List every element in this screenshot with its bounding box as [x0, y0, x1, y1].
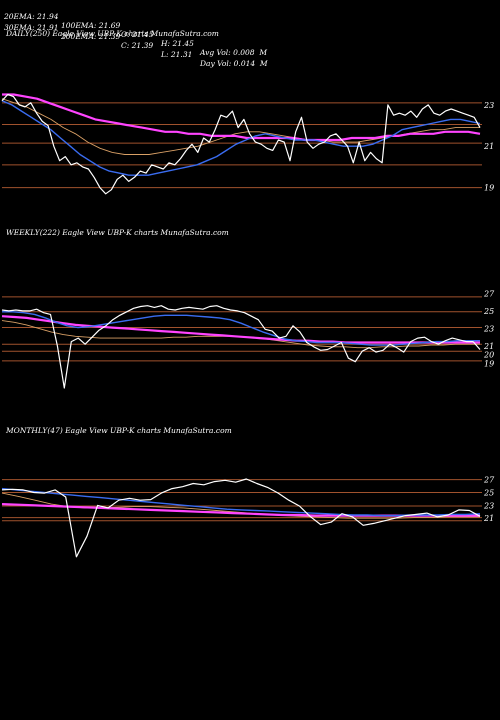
- weekly-ytick-5: 19: [484, 359, 494, 368]
- weekly-ema-short-line: [2, 311, 480, 346]
- low-stat: L: 21.31: [161, 50, 193, 59]
- ema30-stat: 30EMA: 21.91: [4, 23, 59, 32]
- daily-chart-title: DAILY(250) Eagle View UBP-K charts Munaf…: [6, 29, 219, 38]
- monthly-ytick-2: 23: [483, 501, 494, 510]
- high-stat: H: 21.45: [161, 39, 194, 48]
- day-vol-stat: Day Vol: 0.014 M: [200, 59, 268, 68]
- weekly-ytick-2: 23: [483, 324, 494, 333]
- daily-ema-mid-line: [1, 98, 480, 155]
- monthly-chart: 27 25 23 21: [1, 476, 495, 558]
- avg-vol-stat: Avg Vol: 0.008 M: [200, 48, 268, 57]
- header-row-2: 30EMA: 21.91 200EMA: 21.39 C: 21.39 L: 2…: [4, 14, 268, 68]
- daily-ytick-0: 23: [483, 101, 494, 110]
- weekly-ytick-3: 21: [483, 342, 494, 351]
- monthly-ytick-0: 27: [483, 476, 495, 485]
- weekly-ytick-0: 27: [483, 289, 495, 298]
- daily-ytick-1: 21: [483, 142, 494, 151]
- weekly-chart-title: WEEKLY(222) Eagle View UBP-K charts Muna…: [6, 228, 229, 237]
- ema100-stat: 100EMA: 21.69: [61, 21, 121, 30]
- header-row-1: 20EMA: 21.94 100EMA: 21.69 O: 21.45 H: 2…: [4, 3, 267, 57]
- monthly-ytick-3: 21: [483, 514, 494, 523]
- close-stat: C: 21.39: [121, 41, 154, 50]
- daily-ema-short-line: [1, 100, 481, 176]
- daily-chart: 23 21 19: [1, 93, 494, 195]
- weekly-price-line: [1, 305, 481, 389]
- weekly-ytick-1: 25: [483, 307, 494, 316]
- daily-ytick-2: 19: [484, 184, 494, 193]
- weekly-ytick-4: 20: [483, 351, 494, 360]
- monthly-ytick-1: 25: [483, 489, 494, 498]
- daily-ema-long-line: [2, 93, 481, 142]
- weekly-ema-long-line: [1, 315, 480, 344]
- daily-price-line: [1, 93, 481, 195]
- monthly-price-line: [1, 478, 481, 558]
- monthly-ema-short-line: [1, 487, 481, 517]
- ema20-stat: 20EMA: 21.94: [4, 12, 59, 21]
- monthly-chart-title: MONTHLY(47) Eagle View UBP-K charts Muna…: [6, 426, 232, 435]
- ema200-stat: 200EMA: 21.39: [61, 32, 121, 41]
- open-stat: O: 21.45: [121, 30, 154, 39]
